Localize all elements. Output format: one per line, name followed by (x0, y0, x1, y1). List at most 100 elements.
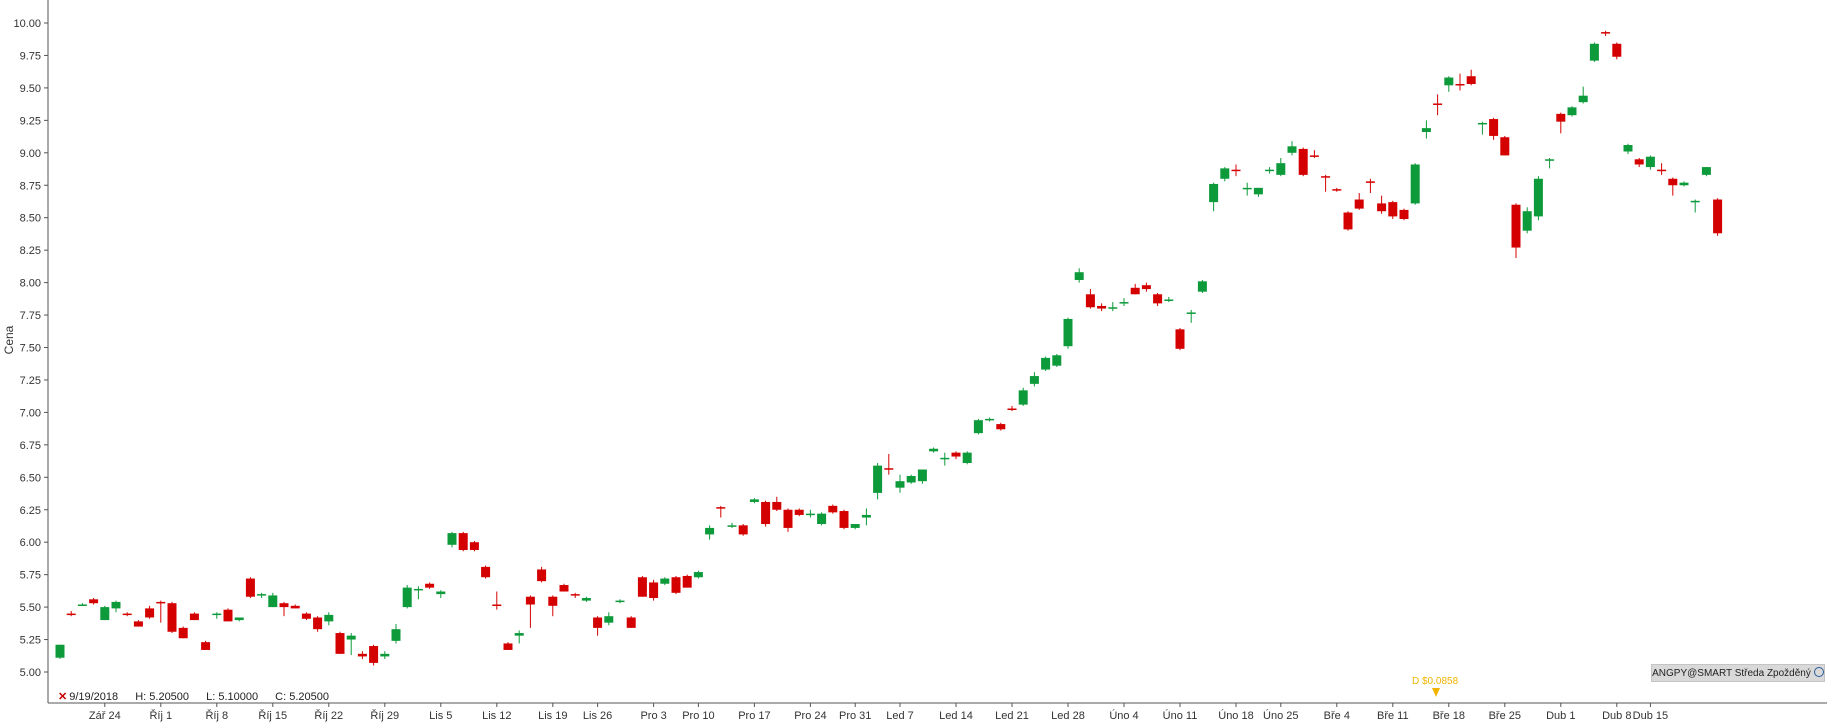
candle[interactable] (1489, 117, 1499, 140)
candle[interactable] (1500, 135, 1510, 156)
candle[interactable] (985, 417, 995, 422)
candle[interactable] (1085, 289, 1095, 309)
candle[interactable] (660, 577, 670, 586)
candle[interactable] (1041, 356, 1051, 371)
candle[interactable] (1589, 42, 1599, 62)
candle[interactable] (1701, 167, 1711, 177)
candle[interactable] (1063, 317, 1073, 349)
candle[interactable] (1343, 211, 1353, 231)
candle[interactable] (749, 498, 759, 504)
candle[interactable] (66, 610, 76, 617)
candle[interactable] (122, 612, 132, 617)
candle[interactable] (884, 453, 894, 475)
candle[interactable] (1679, 181, 1689, 187)
candle[interactable] (1321, 174, 1331, 192)
candle[interactable] (436, 590, 446, 599)
candle[interactable] (1645, 155, 1655, 170)
candle[interactable] (1186, 309, 1196, 323)
candle[interactable] (1220, 167, 1230, 182)
candle[interactable] (951, 451, 961, 460)
candle[interactable] (1130, 283, 1140, 295)
close-icon[interactable]: ✕ (58, 691, 68, 703)
candle[interactable] (402, 585, 412, 609)
candle[interactable] (929, 447, 939, 453)
data-source-badge[interactable]: ANGPY@SMART Středa Zpožděný (1651, 664, 1825, 682)
candle[interactable] (234, 617, 244, 622)
candle[interactable] (570, 592, 580, 599)
candle[interactable] (783, 508, 793, 532)
candle[interactable] (604, 612, 614, 626)
candle[interactable] (1197, 280, 1207, 293)
candle[interactable] (671, 575, 681, 595)
candle[interactable] (178, 626, 188, 639)
candle[interactable] (1455, 73, 1465, 91)
candle[interactable] (201, 640, 211, 650)
candle[interactable] (290, 604, 300, 609)
candle[interactable] (906, 474, 916, 484)
candle[interactable] (212, 612, 222, 619)
candle[interactable] (1545, 157, 1555, 169)
candle[interactable] (873, 463, 883, 500)
candle[interactable] (1209, 182, 1219, 212)
candle[interactable] (1097, 303, 1107, 312)
candle[interactable] (1556, 112, 1566, 134)
candle[interactable] (481, 565, 491, 579)
candle[interactable] (111, 600, 121, 613)
candle[interactable] (189, 612, 199, 621)
candle[interactable] (537, 566, 547, 583)
candle[interactable] (861, 508, 871, 526)
candle[interactable] (839, 509, 849, 530)
candle[interactable] (1466, 69, 1476, 86)
candle[interactable] (1410, 163, 1420, 205)
candle[interactable] (1690, 199, 1700, 213)
candle[interactable] (727, 522, 737, 528)
candle[interactable] (828, 504, 838, 514)
candle[interactable] (761, 500, 771, 527)
candle[interactable] (1511, 203, 1521, 258)
candle[interactable] (559, 583, 569, 592)
candle[interactable] (1634, 157, 1644, 168)
candle[interactable] (1421, 120, 1431, 139)
candle[interactable] (637, 575, 647, 597)
candle[interactable] (167, 601, 177, 634)
candle[interactable] (1287, 141, 1297, 156)
candle[interactable] (145, 605, 155, 619)
candle[interactable] (1332, 187, 1342, 192)
candle[interactable] (413, 586, 423, 600)
candle[interactable] (1668, 177, 1678, 196)
candle[interactable] (1388, 200, 1398, 219)
candle[interactable] (973, 418, 983, 435)
candle[interactable] (817, 512, 827, 526)
candle[interactable] (1623, 143, 1633, 155)
candle[interactable] (1029, 372, 1039, 387)
candle[interactable] (805, 509, 815, 518)
candle[interactable] (1074, 268, 1084, 283)
candle[interactable] (705, 525, 715, 540)
candle[interactable] (649, 579, 659, 601)
candle[interactable] (581, 596, 591, 602)
candle[interactable] (1175, 328, 1185, 351)
candle[interactable] (458, 531, 468, 552)
candle[interactable] (1052, 353, 1062, 367)
candle[interactable] (895, 474, 905, 493)
candle[interactable] (279, 601, 289, 617)
candle[interactable] (156, 600, 166, 623)
candle[interactable] (369, 644, 379, 666)
candle[interactable] (503, 642, 513, 650)
candle[interactable] (335, 631, 345, 654)
candle[interactable] (1522, 207, 1532, 234)
candle[interactable] (55, 644, 65, 660)
candle[interactable] (1399, 208, 1409, 221)
candle[interactable] (1253, 187, 1263, 197)
candle[interactable] (514, 630, 524, 644)
candle[interactable] (1578, 86, 1588, 104)
candle[interactable] (469, 540, 479, 552)
candle[interactable] (626, 616, 636, 628)
candle[interactable] (1657, 163, 1667, 175)
candle[interactable] (447, 531, 457, 548)
candle[interactable] (1377, 195, 1387, 214)
candle[interactable] (1231, 164, 1241, 177)
candle[interactable] (257, 592, 267, 599)
candle[interactable] (1612, 42, 1622, 60)
candle[interactable] (1567, 106, 1577, 117)
